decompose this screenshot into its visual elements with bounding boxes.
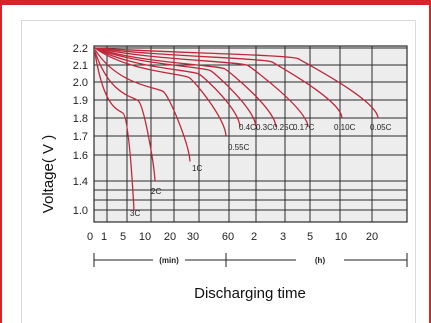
y-tick-labels: 2.2 2.1 2.0 1.9 1.8 1.7 1.6 1.4 1.0 — [73, 43, 88, 217]
curve-1C — [94, 49, 191, 162]
x-axis-title: Discharging time — [194, 285, 306, 302]
y-tick-label: 1.7 — [73, 131, 88, 143]
x-tick-label: 5 — [307, 231, 313, 243]
y-tick-label: 1.4 — [73, 176, 88, 188]
curve-2C — [94, 51, 156, 182]
curve-label: 0.05C — [370, 123, 392, 132]
y-tick-label: 1.8 — [73, 113, 88, 125]
panel-border-top — [21, 20, 416, 21]
curve-label: 0.3C — [256, 123, 273, 132]
curve-3C — [94, 52, 135, 211]
curve-0.3C — [94, 47, 257, 128]
x-tick-label: 20 — [164, 231, 176, 243]
plot-area — [93, 45, 408, 223]
unit-label-h: (h) — [315, 256, 326, 265]
curve-label: 1C — [192, 164, 202, 173]
y-tick-label: 1.6 — [73, 150, 88, 162]
left-border — [0, 5, 2, 323]
x-tick-label: 20 — [366, 231, 378, 243]
y-tick-label: 2.0 — [73, 77, 88, 89]
curve-0.25C — [94, 47, 277, 128]
curve-label: 2C — [151, 187, 161, 196]
unit-label-min: (min) — [159, 256, 179, 265]
x-tick-label: 2 — [251, 231, 257, 243]
x-tick-label: 60 — [222, 231, 234, 243]
y-tick-label: 2.1 — [73, 60, 88, 72]
x-tick-labels: 0 1 5 10 20 30 60 2 3 5 10 20 — [87, 231, 378, 243]
curve-label: 0.25C — [273, 123, 295, 132]
x-tick-label: 5 — [120, 231, 126, 243]
x-tick-label: 3 — [280, 231, 286, 243]
y-tick-label: 1.0 — [73, 205, 88, 217]
curves — [94, 47, 379, 211]
x-tick-label: 0 — [87, 231, 93, 243]
curve-0.55C — [94, 47, 227, 137]
curve-label: 0.17C — [293, 123, 315, 132]
curve-0.05C — [94, 47, 379, 119]
top-accent-bar — [0, 0, 431, 5]
x-tick-label: 30 — [187, 231, 199, 243]
y-tick-label: 2.2 — [73, 43, 88, 55]
curve-0.10C — [94, 47, 343, 119]
curve-label: 0.55C — [228, 143, 250, 152]
y-tick-label: 1.9 — [73, 95, 88, 107]
curve-0.17C — [94, 47, 309, 128]
panel-border-left — [21, 20, 22, 323]
curve-label: 0.10C — [334, 123, 356, 132]
y-axis-title: Voltage( V ) — [40, 135, 57, 213]
x-tick-label: 1 — [101, 231, 107, 243]
curve-label: 0.4C — [239, 123, 256, 132]
x-tick-label: 10 — [335, 231, 347, 243]
right-border — [429, 5, 431, 323]
grid — [94, 46, 407, 222]
curve-0.4C — [94, 47, 241, 128]
panel-border-right — [415, 20, 416, 323]
unit-axis: (min) (h) — [93, 253, 408, 267]
curve-label: 3C — [130, 209, 140, 218]
x-tick-label: 10 — [139, 231, 151, 243]
